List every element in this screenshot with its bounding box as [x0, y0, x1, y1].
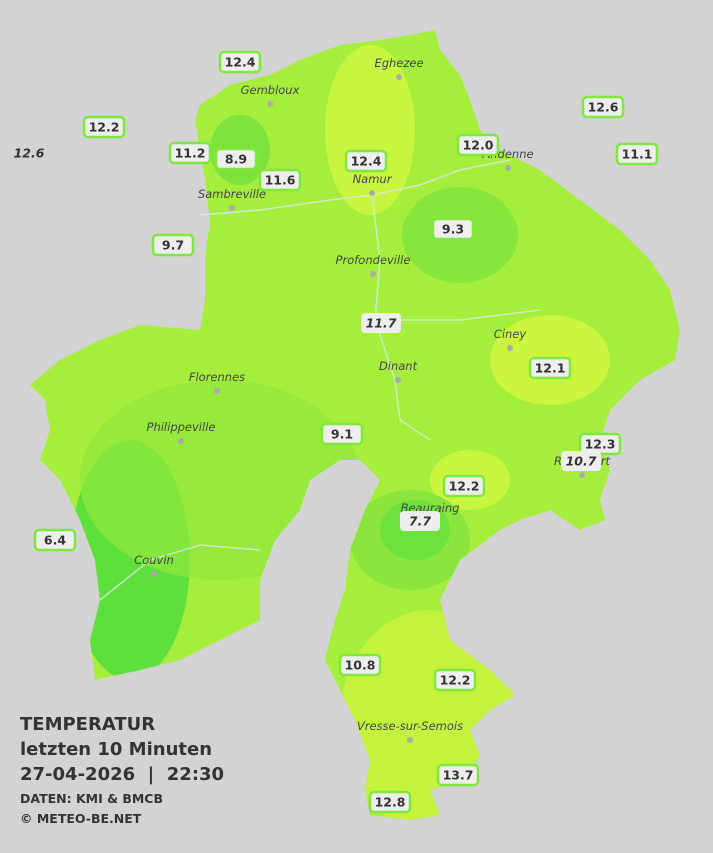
town-label: Philippeville	[147, 420, 216, 434]
station-box	[581, 95, 625, 119]
station: 10.7	[561, 451, 601, 471]
town-dot	[407, 737, 413, 743]
station-box	[33, 528, 77, 552]
station: 6.4	[33, 528, 77, 552]
station-value: 12.2	[440, 673, 471, 688]
station-box	[528, 356, 572, 380]
station-box	[218, 50, 262, 74]
station-value: 11.6	[265, 173, 296, 188]
station-value: 12.8	[375, 795, 406, 810]
station: 12.4	[344, 149, 388, 173]
station-value: 10.7	[566, 454, 597, 469]
station: 12.0	[456, 133, 500, 157]
town-label: Florennes	[189, 370, 245, 384]
station-value: 6.4	[44, 533, 66, 548]
station: 12.8	[368, 790, 412, 814]
town-dot	[395, 377, 401, 383]
town-dot	[178, 438, 184, 444]
station: 7.7	[400, 511, 440, 531]
station-box	[561, 451, 601, 471]
station-box	[400, 511, 440, 531]
station-value: 9.7	[162, 238, 184, 253]
station-box	[431, 217, 475, 241]
station-value: 11.2	[175, 146, 206, 161]
station: 12.1	[528, 356, 572, 380]
station: 12.2	[442, 474, 486, 498]
station-box	[615, 142, 659, 166]
station-box	[433, 668, 477, 692]
station-box	[436, 763, 480, 787]
station-box	[361, 313, 401, 333]
town-label: Sambreville	[198, 187, 266, 201]
station-box	[368, 790, 412, 814]
station-box	[344, 149, 388, 173]
station: 8.9	[214, 147, 258, 171]
legend-copyright: © METEO-BE.NET	[20, 811, 142, 826]
station-value: 13.7	[443, 768, 474, 783]
station-box	[214, 147, 258, 171]
station-value: 12.3	[585, 437, 616, 452]
station-value: 12.6	[588, 100, 619, 115]
station: 11.6	[258, 168, 302, 192]
town-dot	[229, 205, 235, 211]
station: 12.4	[218, 50, 262, 74]
town-label: Vresse-sur-Semois	[357, 719, 463, 733]
legend-datetime: 27-04-2026 | 22:30	[20, 764, 224, 785]
legend-title: TEMPERATUR	[20, 714, 155, 735]
town-dot	[151, 571, 157, 577]
station-value: 12.0	[463, 138, 494, 153]
town-label: Dinant	[379, 359, 418, 373]
station-box	[82, 115, 126, 139]
station-value: 12.4	[351, 154, 382, 169]
town-label: Eghezee	[374, 56, 423, 70]
station-value: 12.2	[449, 479, 480, 494]
town-label: Couvin	[134, 553, 174, 567]
town-dot	[505, 165, 511, 171]
town-dot	[369, 190, 375, 196]
station-box	[151, 233, 195, 257]
town-dot	[214, 388, 220, 394]
town-label: Ciney	[494, 327, 527, 341]
legend-source: DATEN: KMI & BMCB	[20, 791, 163, 806]
station-value: 7.7	[409, 514, 431, 529]
town-dot	[579, 472, 585, 478]
station-value: 12.2	[89, 120, 120, 135]
station-value: 12.4	[225, 55, 256, 70]
station: 12.2	[82, 115, 126, 139]
town-label: Namur	[353, 172, 393, 186]
town-label: Gembloux	[241, 83, 300, 97]
station-value: 10.8	[345, 658, 376, 673]
station: 12.6	[581, 95, 625, 119]
station-value: 12.6	[14, 146, 45, 161]
town-dot	[507, 345, 513, 351]
town-dot	[267, 101, 273, 107]
station-box	[442, 474, 486, 498]
station-value: 12.1	[535, 361, 566, 376]
station-value: 11.7	[366, 316, 397, 331]
station: 9.1	[320, 422, 364, 446]
station-value: 8.9	[225, 152, 247, 167]
station-box	[456, 133, 500, 157]
station-value: 9.3	[442, 222, 464, 237]
station-box	[168, 141, 212, 165]
town-dot	[396, 74, 402, 80]
station-value: 11.1	[622, 147, 653, 162]
station: 11.2	[168, 141, 212, 165]
town-label: Profondeville	[336, 253, 411, 267]
station: 9.3	[431, 217, 475, 241]
station: 12.2	[433, 668, 477, 692]
station: 13.7	[436, 763, 480, 787]
station: 10.8	[338, 653, 382, 677]
legend-subtitle: letzten 10 Minuten	[20, 739, 212, 760]
station-box	[258, 168, 302, 192]
station-value: 9.1	[331, 427, 353, 442]
station: 11.1	[615, 142, 659, 166]
town-dot	[370, 271, 376, 277]
station: 11.7	[361, 313, 401, 333]
station-box	[338, 653, 382, 677]
station: 9.7	[151, 233, 195, 257]
station-box	[320, 422, 364, 446]
station: 12.6	[14, 146, 45, 161]
